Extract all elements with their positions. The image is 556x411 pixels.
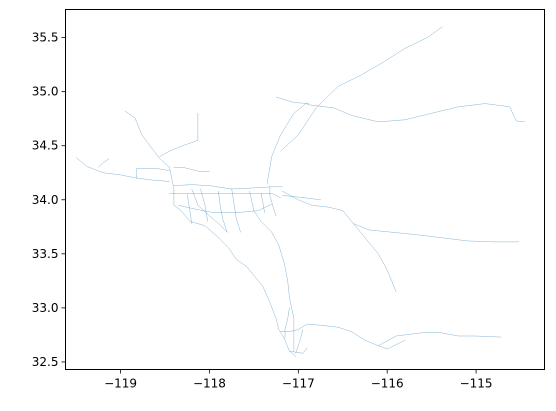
road-segment-10 (200, 188, 208, 222)
y-tick-label: 32.5 (32, 355, 59, 369)
x-tick-label: −118 (193, 377, 226, 391)
y-tick-label: 34.5 (32, 139, 59, 153)
road-segment-22 (280, 26, 443, 152)
road-segment-8 (191, 188, 228, 233)
y-tick-label: 33.5 (32, 247, 59, 261)
road-segment-4 (159, 113, 199, 157)
road-segment-14 (178, 203, 272, 213)
y-tick-label: 34.0 (32, 193, 59, 207)
x-axis: −119 −118 −117 −116 −115 (104, 369, 493, 391)
road-segment-11 (218, 190, 228, 233)
road-segment-21 (266, 102, 308, 184)
x-tick-label: −115 (460, 377, 493, 391)
road-segment-28 (378, 340, 406, 350)
road-segment-20 (173, 167, 210, 172)
road-segment-18 (282, 195, 321, 201)
road-segment-25 (295, 329, 304, 354)
road-segment-9 (186, 194, 192, 224)
road-segment-5 (169, 167, 296, 357)
road-segment-16 (260, 193, 265, 213)
road-segment-29 (289, 347, 308, 354)
y-tick-label: 33.0 (32, 301, 59, 315)
x-tick-label: −117 (282, 377, 315, 391)
road-lines (75, 26, 526, 357)
road-segment-0 (75, 157, 170, 182)
road-segment-15 (269, 186, 277, 217)
road-segment-13 (249, 190, 295, 352)
road-segment-2 (136, 168, 170, 179)
road-segment-19 (353, 223, 397, 292)
y-axis: 32.5 33.0 33.5 34.0 34.5 35.0 35.5 (32, 31, 66, 369)
y-tick-label: 35.0 (32, 85, 59, 99)
road-segment-17 (282, 190, 519, 243)
road-segment-27 (280, 323, 502, 346)
plot-frame (65, 9, 545, 370)
road-segment-23 (306, 103, 526, 123)
y-tick-label: 35.5 (32, 31, 59, 45)
x-tick-label: −116 (371, 377, 404, 391)
road-segment-3 (124, 110, 170, 168)
road-segment-1 (98, 158, 110, 168)
x-tick-label: −119 (104, 377, 137, 391)
road-segment-26 (284, 307, 290, 339)
road-segment-6 (169, 193, 281, 198)
road-segment-12 (231, 188, 241, 233)
road-segment-24 (275, 96, 310, 104)
